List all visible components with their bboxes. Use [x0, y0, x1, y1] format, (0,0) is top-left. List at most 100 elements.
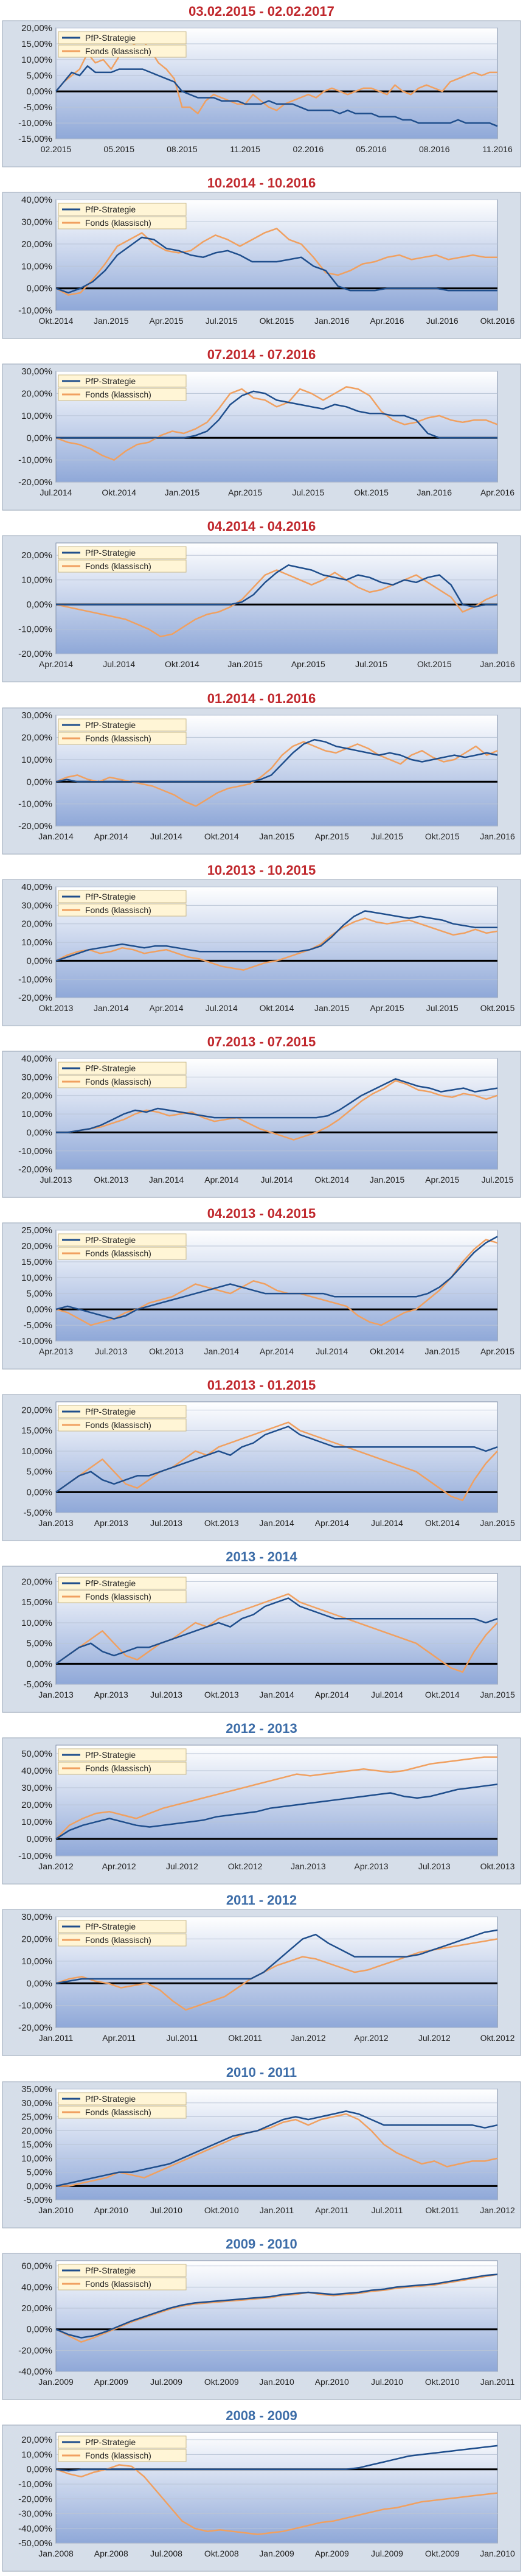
plot-area — [55, 1401, 498, 1513]
legend-entry-box — [58, 2449, 187, 2462]
x-tick-label: Jan.2015 — [314, 1003, 350, 1013]
series-line-fonds-klassisch — [55, 1938, 498, 2011]
legend-label: PfP-Strategie — [85, 205, 136, 214]
x-tick-label: Jan.2011 — [260, 2205, 294, 2215]
x-tick-label: Jul.2009 — [150, 2377, 182, 2387]
y-tick-label: 10,00% — [21, 1273, 52, 1283]
y-tick-label: 15,00% — [21, 1597, 52, 1608]
legend-label: PfP-Strategie — [85, 548, 136, 558]
x-tick-label: 11.2015 — [230, 144, 260, 154]
x-tick-label: Jul.2016 — [426, 316, 459, 326]
y-tick-label: 10,00% — [21, 1817, 52, 1827]
x-tick-label: Jan.2009 — [259, 2549, 294, 2558]
x-tick-label: Jan.2015 — [480, 1518, 515, 1528]
y-tick-label: 15,00% — [21, 2140, 52, 2150]
series-line-pfp-strategie — [55, 1426, 498, 1493]
legend-label: Fonds (klassisch) — [85, 1935, 151, 1945]
x-tick-label: Okt.2014 — [314, 1175, 349, 1185]
series-line-fonds-klassisch — [55, 2273, 498, 2343]
legend: PfP-Strategie Fonds (klassisch) — [58, 1233, 187, 1260]
y-tick-label: 30,00% — [21, 1072, 52, 1082]
series-line-pfp-strategie — [56, 390, 497, 439]
legend-entry-box — [58, 1762, 187, 1775]
legend-label: Fonds (klassisch) — [85, 390, 151, 399]
plot-area — [55, 1230, 498, 1342]
y-tick-label: -50,00% — [18, 2538, 52, 2549]
y-tick-label: 10,00% — [21, 1109, 52, 1119]
y-tick-label: 5,00% — [27, 71, 53, 81]
y-tick-label: 30,00% — [21, 710, 52, 721]
series-line-fonds-klassisch — [55, 1421, 498, 1502]
x-tick-label: Apr.2011 — [102, 2034, 136, 2043]
x-tick-label: Jul.2011 — [372, 2205, 403, 2215]
x-tick-label: Jan.2013 — [38, 1690, 74, 1699]
y-tick-label: -10,00% — [18, 306, 52, 316]
x-tick-label: Jan.2015 — [480, 1690, 515, 1699]
legend-entry-box — [58, 44, 187, 58]
x-tick-label: Jan.2015 — [424, 1346, 460, 1356]
line-chart: 20,00%15,00%10,00%5,00%0,00%-5,00%Jan.20… — [2, 1394, 521, 1541]
x-tick-label: Jan.2011 — [480, 2377, 515, 2387]
chart-title: 03.02.2015 - 02.02.2017 — [189, 4, 334, 19]
legend-entry-box — [58, 1577, 187, 1590]
legend-entry-box — [58, 1062, 187, 1075]
plot-area — [55, 2260, 498, 2372]
x-tick-label: Okt.2010 — [425, 2377, 460, 2387]
legend-label: PfP-Strategie — [85, 2094, 136, 2104]
x-tick-label: Jan.2014 — [94, 1003, 129, 1013]
chart-panel: 2012 - 2013 50,00% 40,00% 30,00% 20,00% 10,00… — [0, 1717, 523, 1889]
y-tick-label: -10,00% — [18, 1851, 52, 1861]
y-tick-label: 0,00% — [27, 433, 53, 444]
series-line-pfp-strategie — [55, 909, 497, 962]
x-tick-label: Okt.2010 — [204, 2205, 239, 2215]
x-tick-label: Apr.2015 — [228, 488, 262, 497]
legend-label: Fonds (klassisch) — [85, 218, 151, 228]
y-tick-label: 30,00% — [21, 366, 52, 377]
legend-label: PfP-Strategie — [85, 33, 136, 43]
y-tick-label: -5,00% — [24, 102, 52, 113]
y-tick-label: 30,00% — [21, 2098, 52, 2108]
y-tick-label: 10,00% — [21, 937, 52, 948]
legend: PfP-Strategie Fonds (klassisch) — [58, 2264, 187, 2291]
y-tick-label: 5,00% — [27, 2167, 53, 2177]
legend: PfP-Strategie Fonds (klassisch) — [58, 2092, 187, 2119]
x-tick-label: Apr.2009 — [315, 2549, 349, 2558]
legend-entry-box — [58, 1418, 187, 1432]
series-line-pfp-strategie — [55, 738, 498, 783]
legend-entry-box — [58, 559, 187, 573]
chart-panel: 2013 - 2014 20,00% 15,00% 10,00% 5,00% 0,00% -… — [0, 1545, 523, 1717]
line-chart: 30,00%20,00%10,00%0,00%-10,00%-20,00%Jan… — [2, 1909, 521, 2057]
series-line-pfp-strategie — [55, 1930, 498, 1984]
line-chart: 40,00% 30,00% 20,00% 10,00% 0,00% -10,00% -20,… — [2, 879, 521, 1026]
y-tick-label: -10,00% — [18, 1336, 52, 1346]
line-chart: 20,00%15,00%10,00%5,00%0,00%-5,00%Jan.20… — [2, 1566, 521, 1713]
y-tick-label: 10,00% — [21, 55, 52, 65]
y-tick-label: 10,00% — [21, 1956, 52, 1967]
x-tick-label: Jul.2014 — [206, 1003, 238, 1013]
legend-entry-box — [58, 216, 187, 229]
legend-label: PfP-Strategie — [85, 376, 136, 386]
x-tick-label: Jul.2013 — [95, 1346, 127, 1356]
y-tick-label: 0,00% — [27, 2181, 53, 2191]
series-line-pfp-strategie — [55, 236, 497, 294]
legend: PfP-Strategie Fonds (klassisch) — [58, 1748, 187, 1775]
legend-label: Fonds (klassisch) — [85, 2279, 151, 2289]
x-tick-label: Apr.2014 — [204, 1175, 238, 1185]
x-tick-label: Jul.2014 — [316, 1346, 348, 1356]
chart-title: 01.2013 - 01.2015 — [207, 1377, 316, 1393]
x-tick-label: 11.2016 — [482, 144, 513, 154]
y-tick-label: 25,00% — [21, 1225, 52, 1236]
legend-entry-box — [58, 203, 187, 216]
x-tick-label: Apr.2015 — [291, 660, 325, 670]
x-tick-label: Okt.2014 — [102, 488, 136, 497]
x-tick-label: Apr.2015 — [480, 1346, 514, 1356]
y-tick-label: 20,00% — [21, 919, 52, 929]
x-tick-label: Jul.2014 — [103, 660, 135, 670]
legend-label: PfP-Strategie — [85, 1750, 136, 1760]
legend-label: Fonds (klassisch) — [85, 733, 151, 743]
chart-title: 07.2013 - 07.2015 — [207, 1034, 316, 1049]
chart-title: 07.2014 - 07.2016 — [207, 347, 316, 363]
line-chart: 50,00% 40,00% 30,00% 20,00% 10,00% 0,00% -10,0… — [2, 1737, 521, 1885]
chart-panel: 07.2014 - 07.2016 30,00% 20,00% 10,00% 0,00%… — [0, 343, 523, 515]
